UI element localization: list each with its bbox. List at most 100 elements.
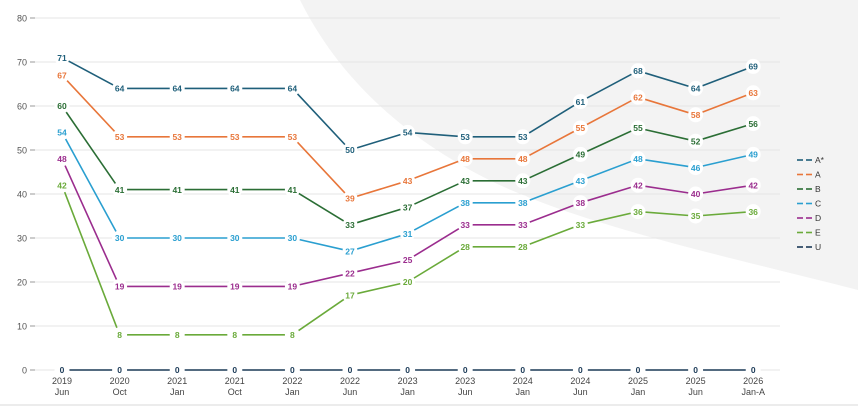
data-point	[284, 327, 300, 343]
data-point	[169, 129, 185, 145]
x-tick-year: 2021	[167, 376, 187, 386]
series-A-star: 71 64 64 64 64 50 54 53 53 61 68 64 69	[54, 50, 761, 158]
data-label: 30	[230, 233, 240, 243]
y-tick-label: 80	[17, 14, 27, 24]
data-point	[342, 287, 358, 303]
legend-item: U	[797, 242, 821, 252]
data-label: 42	[633, 180, 643, 190]
data-label: 37	[403, 202, 413, 212]
data-point	[400, 252, 416, 268]
data-point	[745, 58, 761, 74]
series-U: 0 0 0 0 0 0 0 0 0 0 0 0 0	[54, 362, 761, 378]
data-point	[54, 177, 70, 193]
data-point	[572, 195, 588, 211]
y-tick-label: 10	[17, 322, 27, 332]
data-point	[457, 195, 473, 211]
data-point	[572, 217, 588, 233]
data-point	[112, 129, 128, 145]
data-label: 0	[60, 365, 65, 375]
data-label: 60	[57, 101, 67, 111]
series-C: 54 30 30 30 30 27 31 38 38 43 48 46 49	[54, 124, 761, 259]
data-label: 55	[633, 123, 643, 133]
data-label: 38	[518, 198, 528, 208]
x-tick-period: Jun	[573, 387, 588, 397]
y-tick-label: 30	[17, 234, 27, 244]
data-label: 64	[172, 84, 182, 94]
data-point	[112, 362, 128, 378]
x-tick-year: 2024	[513, 376, 533, 386]
data-label: 43	[460, 176, 470, 186]
x-tick-year: 2022	[340, 376, 360, 386]
x-tick-period: Jun	[55, 387, 70, 397]
data-label: 0	[463, 365, 468, 375]
data-point	[284, 182, 300, 198]
data-label: 0	[693, 365, 698, 375]
legend-label: A*	[815, 155, 825, 165]
data-point	[572, 173, 588, 189]
data-label: 54	[57, 128, 67, 138]
data-point	[342, 243, 358, 259]
data-point	[112, 327, 128, 343]
series-B: 60 41 41 41 41 33 37 43 43 49 55 52 56	[54, 98, 761, 233]
data-point	[112, 278, 128, 294]
data-label: 19	[288, 282, 298, 292]
data-label: 64	[691, 84, 701, 94]
data-label: 35	[691, 211, 701, 221]
data-point	[572, 146, 588, 162]
data-point	[400, 199, 416, 215]
data-point	[54, 151, 70, 167]
data-label: 43	[518, 176, 528, 186]
data-label: 30	[172, 233, 182, 243]
data-point	[745, 204, 761, 220]
data-point	[400, 362, 416, 378]
legend-item: A*	[797, 155, 825, 165]
data-point	[630, 204, 646, 220]
legend-label: C	[815, 199, 821, 209]
x-tick-period: Jan	[516, 387, 531, 397]
data-point	[572, 94, 588, 110]
data-point	[227, 80, 243, 96]
data-label: 36	[633, 207, 643, 217]
data-point	[745, 116, 761, 132]
data-point	[630, 63, 646, 79]
legend-item: D	[797, 213, 821, 223]
data-point	[515, 151, 531, 167]
data-label: 53	[230, 132, 240, 142]
data-label: 8	[175, 330, 180, 340]
y-tick-label: 50	[17, 146, 27, 156]
data-point	[284, 230, 300, 246]
data-label: 67	[57, 70, 67, 80]
data-label: 63	[748, 88, 758, 98]
data-label: 36	[748, 207, 758, 217]
data-point	[227, 129, 243, 145]
x-tick-period: Oct	[113, 387, 128, 397]
data-point	[745, 177, 761, 193]
data-label: 62	[633, 92, 643, 102]
data-label: 19	[230, 282, 240, 292]
data-point	[54, 67, 70, 83]
x-tick-year: 2022	[282, 376, 302, 386]
data-label: 71	[57, 53, 67, 63]
data-point	[227, 230, 243, 246]
data-point	[342, 142, 358, 158]
legend-item: A	[797, 170, 821, 180]
data-label: 43	[576, 176, 586, 186]
data-point	[54, 50, 70, 66]
data-label: 27	[345, 246, 355, 256]
data-label: 28	[518, 242, 528, 252]
data-label: 46	[691, 163, 701, 173]
data-label: 54	[403, 128, 413, 138]
data-label: 20	[403, 277, 413, 287]
data-point	[688, 208, 704, 224]
data-point	[342, 265, 358, 281]
y-tick-label: 70	[17, 58, 27, 68]
x-tick-period: Jun	[688, 387, 703, 397]
data-point	[284, 80, 300, 96]
data-label: 30	[288, 233, 298, 243]
data-label: 50	[345, 145, 355, 155]
data-label: 56	[748, 119, 758, 129]
data-label: 38	[576, 198, 586, 208]
